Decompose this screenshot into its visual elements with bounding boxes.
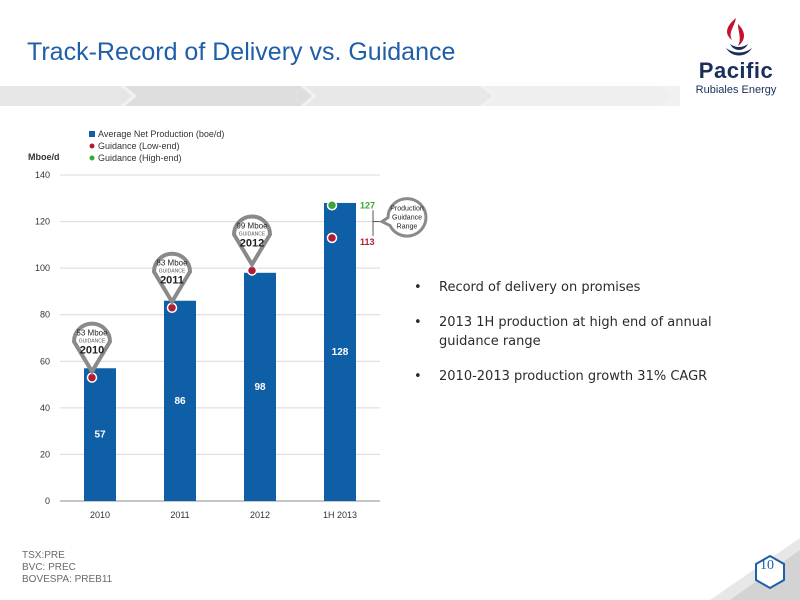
y-tick-label: 20: [40, 449, 50, 459]
callout-year: 2010: [80, 345, 104, 357]
callout-label: GUIDANCE: [159, 269, 186, 275]
production-chart: 0 20 40 60 80 100 120 140 Mboe/d Average Net Prod…: [28, 129, 428, 520]
callout-year: 2011: [160, 275, 184, 287]
bar: [164, 300, 196, 501]
logo-wordmark: Pacific: [698, 58, 774, 83]
range-callout-text: Guidance: [392, 215, 422, 222]
bar-value-label: 98: [254, 382, 266, 393]
callout-label: GUIDANCE: [79, 339, 106, 345]
callout-value: 53 Mboe: [76, 329, 108, 338]
slide-title: Track-Record of Delivery vs. Guidance: [27, 38, 456, 66]
bullet-item: Record of delivery on promises: [414, 278, 744, 297]
legend-entry: Guidance (Low-end): [98, 141, 180, 151]
legend-entry: Average Net Production (boe/d): [98, 129, 224, 139]
y-tick-label: 120: [35, 217, 50, 227]
ticker-line: TSX:PRE: [22, 550, 65, 561]
arrow-banner: [0, 86, 680, 106]
callout-year: 2012: [240, 237, 264, 249]
x-tick-label: 2012: [250, 510, 270, 520]
guidance-callout: [71, 321, 113, 376]
y-axis-label: Mboe/d: [28, 152, 60, 162]
ticker-line: BVC: PREC: [22, 562, 76, 573]
bar-value-label: 86: [174, 396, 186, 407]
bar-value-label: 57: [94, 430, 106, 441]
ticker-line: BOVESPA: PREB11: [22, 574, 113, 585]
y-tick-label: 40: [40, 403, 50, 413]
y-tick-label: 0: [45, 496, 50, 506]
bar-value-label: 128: [332, 347, 349, 358]
bullet-item: 2010-2013 production growth 31% CAGR: [414, 367, 744, 386]
range-callout-text: Range: [397, 224, 418, 231]
company-logo: Pacific Rubiales Energy: [686, 14, 786, 104]
corner-decoration: [710, 538, 800, 600]
y-tick-label: 80: [40, 310, 50, 320]
range-high-label: 127: [360, 200, 375, 210]
bar: [84, 368, 116, 501]
guidance-callout: [151, 251, 193, 306]
y-tick-label: 140: [35, 170, 50, 180]
page-number: 10: [760, 558, 774, 573]
ticker-footer: TSX:PRE BVC: PREC BOVESPA: PREB11: [22, 550, 112, 586]
x-tick-label: 2010: [90, 510, 110, 520]
guidance-callout: [231, 214, 273, 269]
y-tick-label: 100: [35, 263, 50, 273]
range-low-label: 113: [360, 237, 375, 247]
logo-subtitle: Rubiales Energy: [695, 84, 777, 96]
bar: [324, 202, 356, 501]
guidance-low-marker: [326, 232, 338, 244]
callout-label: GUIDANCE: [239, 231, 266, 237]
range-callout: [379, 197, 428, 238]
legend-swatch: [89, 131, 95, 137]
callout-value: 99 Mboe: [236, 221, 268, 230]
guidance-high-marker: [326, 200, 338, 211]
range-callout-text: Production: [390, 206, 424, 213]
legend-entry: Guidance (High-end): [98, 153, 182, 163]
y-tick-label: 60: [40, 356, 50, 366]
bullet-item: 2013 1H production at high end of annual…: [414, 313, 744, 351]
logo-flame-icon: [726, 18, 752, 56]
x-tick-label: 2011: [170, 510, 189, 520]
bar: [244, 272, 276, 501]
legend-marker: [89, 155, 95, 161]
legend-marker: [89, 143, 95, 149]
x-tick-label: 1H 2013: [323, 510, 357, 520]
callout-value: 83 Mboe: [156, 259, 188, 268]
bullet-list: Record of delivery on promises 2013 1H p…: [414, 278, 744, 402]
